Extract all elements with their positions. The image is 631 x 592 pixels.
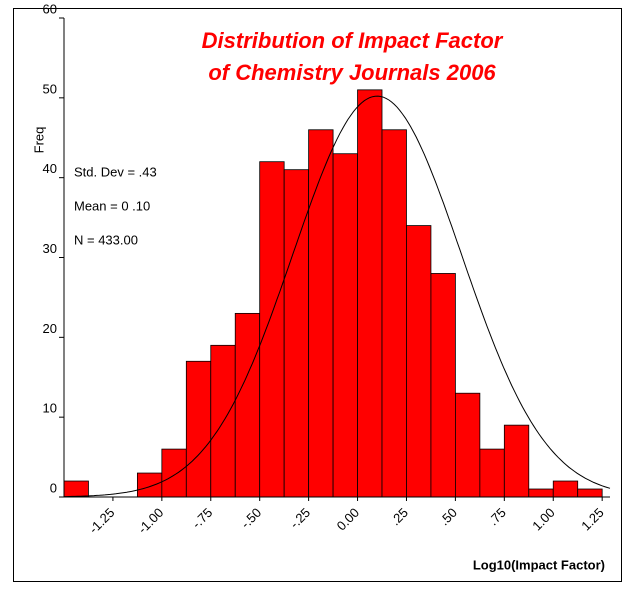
bar: [528, 488, 554, 498]
bar: [430, 273, 456, 498]
x-axis-label: Log10(Impact Factor): [473, 557, 605, 572]
y-tick-label: 20: [43, 321, 57, 336]
stat-label: N = 433.00: [74, 232, 138, 247]
bar: [552, 480, 579, 498]
y-tick-label: 60: [43, 1, 57, 16]
bar: [161, 448, 187, 498]
y-tick-label: 30: [43, 241, 57, 256]
bar: [332, 153, 358, 498]
bar: [283, 169, 310, 498]
chart-title: of Chemistry Journals 2006: [208, 60, 496, 85]
bar: [136, 472, 163, 498]
bar: [63, 480, 89, 498]
y-tick-label: 0: [50, 480, 57, 495]
bar: [308, 129, 334, 498]
bar: [479, 448, 505, 498]
bar: [259, 161, 285, 498]
y-tick-label: 40: [43, 161, 57, 176]
bar: [454, 392, 481, 498]
normal-curve: [64, 95, 611, 498]
bar: [381, 129, 407, 498]
stat-label: Mean = 0 .10: [74, 198, 150, 213]
y-axis-label: Freq: [31, 127, 46, 154]
y-tick-label: 50: [43, 81, 57, 96]
bar: [357, 89, 383, 498]
bar: [577, 488, 603, 498]
bar: [503, 424, 530, 498]
bar: [406, 225, 432, 498]
bar: [234, 312, 261, 498]
bar: [185, 360, 212, 498]
y-tick-label: 10: [43, 401, 57, 416]
chart-title: Distribution of Impact Factor: [202, 28, 504, 53]
stat-label: Std. Dev = .43: [74, 164, 157, 179]
